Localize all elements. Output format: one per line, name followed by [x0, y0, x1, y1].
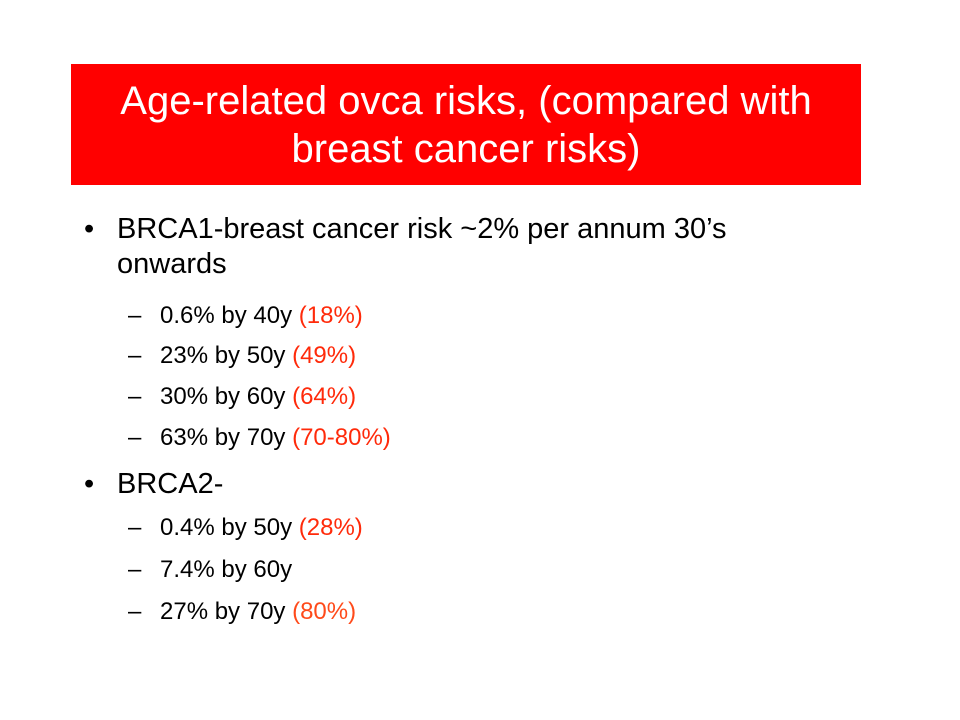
- bullet-brca2: BRCA2-: [117, 468, 224, 500]
- comparison-value: (49%): [292, 342, 357, 369]
- bullet-marker: •: [84, 468, 95, 500]
- comparison-value: (28%): [298, 514, 363, 541]
- title-banner: Age-related ovca risks, (compared with b…: [71, 64, 861, 185]
- comparison-value: (70-80%): [292, 424, 391, 451]
- bullet-brca1: BRCA1-breast cancer risk ~2% per annum 3…: [117, 213, 727, 280]
- sub-item-brca2-70y: –27% by 70y (80%): [128, 598, 357, 625]
- sub-item-brca1-50y: –23% by 50y (49%): [128, 342, 357, 369]
- sub-item-brca1-60y: –30% by 60y (64%): [128, 383, 357, 410]
- sub-item-brca1-70y: –63% by 70y (70-80%): [128, 424, 391, 451]
- slide-title: Age-related ovca risks, (compared with b…: [120, 78, 812, 171]
- comparison-value: (18%): [298, 302, 363, 329]
- comparison-value: (80%): [292, 598, 357, 625]
- sub-item-brca2-50y: –0.4% by 50y (28%): [128, 514, 363, 541]
- sub-item-brca1-40y: –0.6% by 40y (18%): [128, 302, 363, 329]
- bullet-marker: •: [84, 213, 95, 245]
- comparison-value: (64%): [292, 383, 357, 410]
- sub-item-brca2-60y: –7.4% by 60y: [128, 556, 293, 583]
